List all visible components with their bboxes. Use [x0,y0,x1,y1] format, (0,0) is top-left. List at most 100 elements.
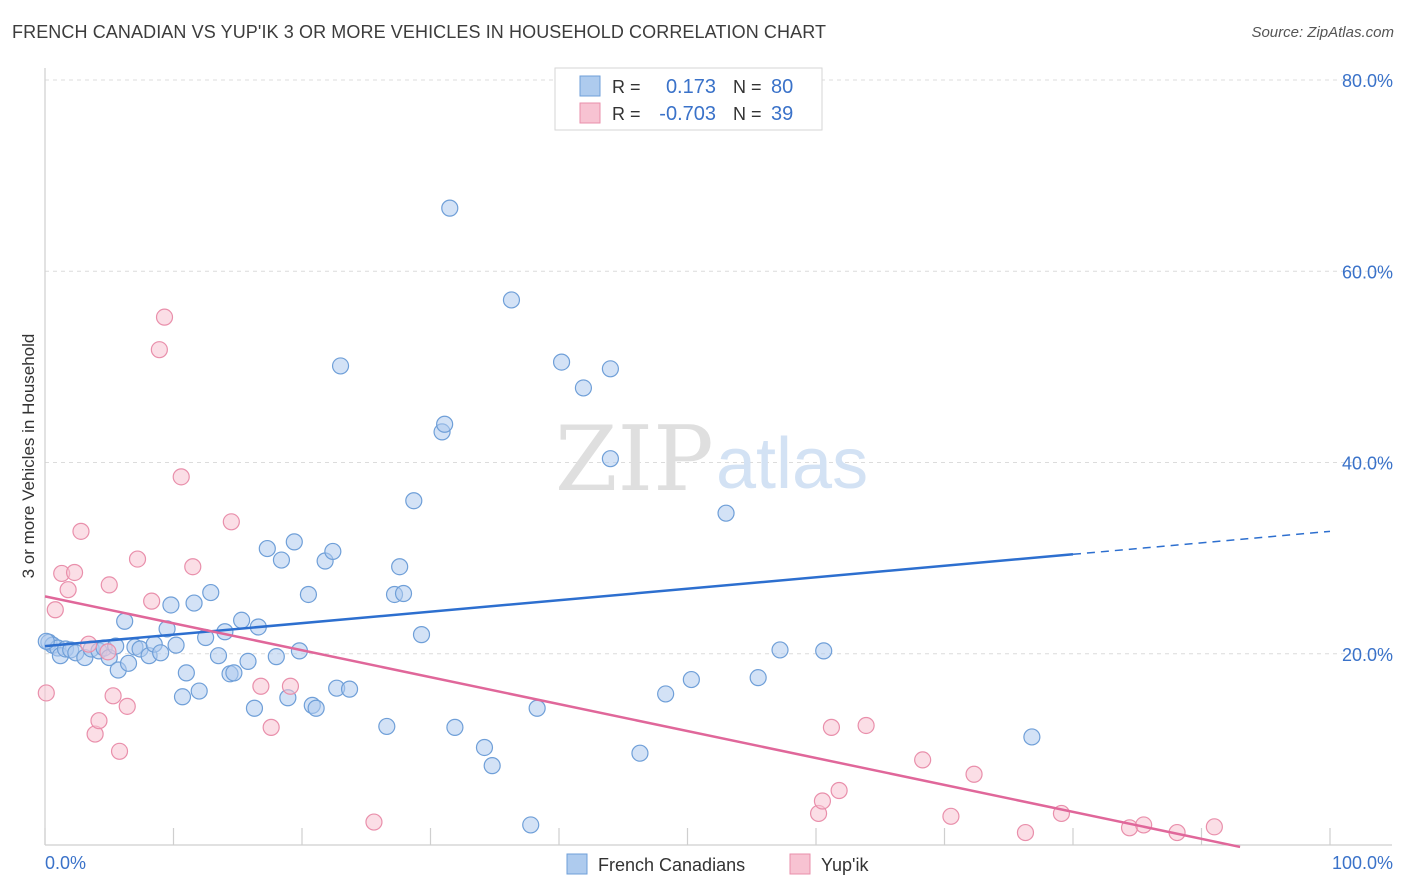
yupik-point-10 [100,576,118,594]
yupik-point-19 [184,558,202,576]
french-canadians-point-67 [552,353,571,371]
series-french-canadians [37,199,1041,834]
legend-bottom-swatch-blue [566,853,588,875]
yupik-point-33 [1016,823,1035,842]
yupik-point-24 [365,813,383,831]
x-tick-label-min: 0.0% [45,853,86,873]
yupik-point-27 [822,718,841,736]
french-canadians-point-35 [239,652,257,671]
legend-r-value-pink: -0.703 [659,103,716,125]
french-canadians-point-70 [601,450,620,468]
french-canadians-point-29 [202,583,220,602]
legend-r-label-pink: R = [612,104,641,124]
legend-r-value-blue: 0.173 [666,76,716,98]
yupik-point-15 [143,592,161,610]
yupik-point-0 [37,684,55,702]
yupik-point-8 [90,712,108,730]
yupik-point-31 [942,807,960,825]
y-tick-label-80: 80.0% [1342,71,1393,91]
french-canadians-point-44 [299,585,318,604]
yupik-point-6 [80,635,98,653]
yupik-point-5 [72,522,90,540]
y-tick-label-20: 20.0% [1342,645,1393,665]
yupik-point-14 [128,550,147,568]
french-canadians-point-61 [446,718,464,736]
yupik-point-23 [281,677,300,695]
french-canadians-point-34 [233,611,251,629]
y-tick-labels: 20.0% 40.0% 60.0% 80.0% [1342,71,1393,665]
yupik-point-16 [150,341,168,359]
french-canadians-point-69 [601,360,620,378]
french-canadians-point-74 [717,504,735,522]
legend-swatch-pink [579,102,601,124]
french-canadians-point-36 [245,699,264,717]
chart-title: FRENCH CANADIAN VS YUP'IK 3 OR MORE VEHI… [12,22,827,42]
french-canadians-point-65 [522,816,540,834]
french-canadians-point-56 [405,492,423,510]
french-canadians-point-33 [225,664,243,682]
trend-lines [44,530,1331,849]
trend-line-yupik [44,595,1241,849]
french-canadians-point-73 [682,670,700,689]
french-canadians-point-77 [815,642,833,660]
french-canadians-point-68 [574,379,593,397]
french-canadians-point-72 [657,685,675,703]
yupik-point-18 [172,468,190,486]
french-canadians-point-52 [378,717,396,736]
watermark-atlas: atlas [716,424,868,504]
legend-n-label-pink: N = [733,104,762,124]
legend-bottom-label-blue: French Canadians [598,855,745,875]
french-canadians-point-20 [152,644,170,662]
french-canadians-point-27 [190,682,208,700]
french-canadians-point-50 [331,357,350,375]
grid-lines [45,79,1392,655]
french-canadians-point-51 [340,680,359,698]
legend-bottom-swatch-pink [789,853,811,875]
yupik-point-9 [99,643,117,661]
yupik-point-28 [830,781,848,800]
yupik-point-3 [59,581,77,599]
french-canadians-point-78 [1023,728,1041,746]
french-canadians-point-14 [116,612,134,630]
watermark-zip: ZIP [555,407,714,512]
french-canadians-point-40 [272,551,291,569]
legend-series: French Canadians Yup'ik [566,853,869,875]
french-canadians-point-24 [173,688,192,706]
french-canadians-point-75 [749,669,767,687]
yupik-point-12 [110,742,129,760]
french-canadians-point-39 [267,648,285,666]
source-label: Source: ZipAtlas.com [1251,24,1394,41]
yupik-point-26 [813,792,832,810]
yupik-point-32 [965,765,983,783]
french-canadians-point-54 [391,558,409,576]
x-ticks [44,828,1331,845]
legend-r-label-blue: R = [612,77,641,97]
yupik-point-29 [857,716,875,735]
french-canadians-point-15 [119,654,138,672]
yupik-point-20 [222,513,240,531]
yupik-point-21 [252,677,270,695]
french-canadians-point-63 [483,757,501,775]
french-canadians-point-76 [771,641,789,659]
legend-n-value-blue: 80 [771,76,793,98]
trend-line-french-canadians [44,553,1074,648]
french-canadians-point-22 [162,596,180,614]
french-canadians-point-23 [167,636,185,654]
french-canadians-point-25 [177,664,195,682]
french-canadians-point-59 [436,415,454,433]
french-canadians-point-42 [285,533,303,551]
series-yupik [37,308,1223,842]
french-canadians-point-62 [475,738,494,757]
trend-line-french-canadians-extension [1072,530,1331,556]
french-canadians-point-55 [394,584,413,603]
french-canadians-point-60 [441,199,459,217]
french-canadians-point-46 [307,699,325,717]
yupik-point-17 [155,308,174,326]
x-tick-label-max: 100.0% [1332,853,1393,873]
french-canadians-point-38 [258,539,276,558]
yupik-point-22 [262,718,280,736]
legend-swatch-blue [579,75,601,97]
yupik-point-11 [104,687,122,705]
yupik-point-38 [1205,818,1223,836]
